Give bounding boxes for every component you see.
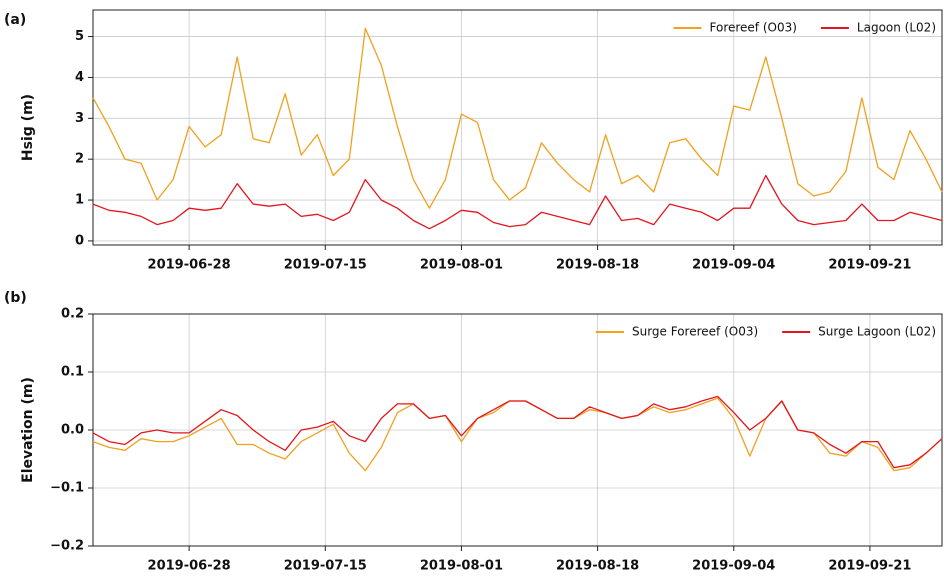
y-axis-label: Elevation (m) — [20, 377, 36, 483]
y-axis-label: Hsig (m) — [20, 94, 36, 161]
y-tick-label: −0.2 — [50, 539, 84, 554]
y-tick-label: −0.1 — [50, 481, 84, 496]
y-tick-label: 2 — [75, 152, 84, 167]
legend-label: Surge Forereef (O03) — [632, 325, 758, 339]
legend-label: Forereef (O03) — [710, 21, 797, 35]
legend-label: Lagoon (L02) — [857, 21, 936, 35]
series-line — [92, 174, 943, 230]
x-tick-label: 2019-08-01 — [420, 559, 503, 574]
series-line — [92, 395, 943, 469]
series-line — [92, 27, 943, 209]
x-tick-label: 2019-06-28 — [148, 559, 231, 574]
x-tick-label: 2019-06-28 — [148, 258, 231, 273]
x-tick-label: 2019-09-04 — [692, 258, 775, 273]
x-tick-label: 2019-09-04 — [692, 559, 775, 574]
x-tick-label: 2019-08-01 — [420, 258, 503, 273]
y-tick-label: 0.1 — [61, 365, 84, 380]
y-tick-label: 0 — [75, 233, 84, 248]
panel-label: (a) — [4, 12, 26, 28]
legend-label: Surge Lagoon (L02) — [818, 325, 936, 339]
y-tick-label: 4 — [75, 70, 84, 85]
x-tick-label: 2019-07-15 — [284, 559, 367, 574]
plot-frame — [92, 313, 943, 547]
series-line — [92, 397, 943, 472]
x-tick-label: 2019-08-18 — [556, 258, 639, 273]
y-tick-label: 1 — [75, 193, 84, 208]
y-tick-label: 0.0 — [61, 423, 84, 438]
plot-frame — [92, 9, 943, 246]
panel-label: (b) — [4, 290, 27, 306]
y-tick-label: 3 — [75, 111, 84, 126]
y-tick-label: 0.2 — [61, 307, 84, 322]
x-tick-label: 2019-09-21 — [828, 559, 911, 574]
y-tick-label: 5 — [75, 29, 84, 44]
x-tick-label: 2019-09-21 — [828, 258, 911, 273]
x-tick-label: 2019-07-15 — [284, 258, 367, 273]
x-tick-label: 2019-08-18 — [556, 559, 639, 574]
